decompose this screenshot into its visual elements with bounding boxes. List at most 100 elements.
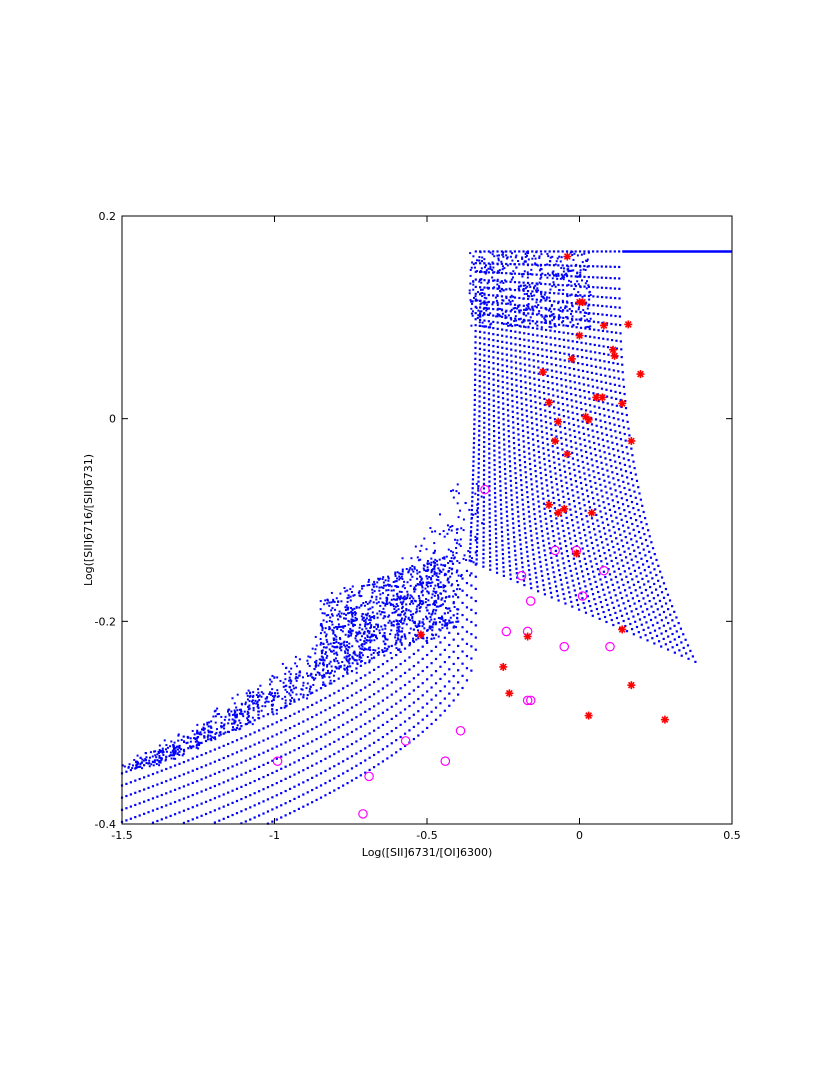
model-point [479, 299, 482, 302]
model-point [501, 380, 504, 384]
model-point [588, 474, 591, 477]
model-point [619, 609, 622, 612]
model-point [557, 407, 560, 410]
model-point [588, 555, 591, 558]
model-point [504, 250, 507, 253]
model-point [213, 797, 216, 800]
model-point [531, 319, 534, 323]
model-point [647, 529, 650, 532]
model-point [557, 457, 560, 461]
model-point [342, 687, 345, 690]
model-point [615, 436, 618, 439]
model-point [548, 291, 551, 294]
model-point [589, 325, 592, 328]
model-point [513, 272, 517, 275]
model-point [450, 560, 453, 563]
model-point [526, 425, 529, 429]
model-point [586, 307, 589, 310]
model-point [595, 424, 598, 427]
model-point [372, 648, 375, 651]
model-point [350, 767, 354, 770]
model-point [436, 594, 439, 597]
model-point [616, 362, 619, 365]
model-point [470, 526, 473, 529]
model-point [594, 603, 597, 606]
model-point [474, 599, 477, 603]
asterisk-marker [609, 345, 618, 354]
model-point [405, 623, 408, 626]
model-point [330, 682, 333, 685]
model-point [528, 520, 531, 523]
model-point [151, 797, 155, 800]
model-point [474, 612, 477, 615]
model-point [437, 579, 440, 582]
model-point [398, 572, 401, 575]
model-point [553, 324, 556, 327]
model-point [444, 618, 447, 621]
model-point [314, 673, 317, 676]
model-point [535, 263, 538, 266]
model-point [311, 788, 314, 792]
model-point [582, 575, 585, 578]
model-point [460, 573, 463, 576]
model-point [468, 555, 472, 558]
model-point [482, 544, 485, 547]
model-point [351, 611, 354, 614]
model-point [522, 311, 525, 315]
model-point [483, 455, 486, 458]
model-point [585, 356, 588, 360]
model-point [305, 687, 308, 690]
model-point [421, 694, 424, 697]
model-point [170, 757, 173, 760]
model-point [675, 616, 678, 619]
model-point [249, 745, 252, 748]
model-point [568, 537, 572, 540]
model-point [359, 676, 362, 680]
model-point [528, 568, 531, 572]
model-point [530, 405, 533, 408]
model-point [306, 766, 309, 770]
model-point [539, 282, 543, 285]
asterisk-marker [618, 625, 627, 634]
model-point [641, 527, 644, 530]
model-point [178, 746, 181, 749]
model-point [481, 321, 484, 324]
model-point [587, 294, 591, 298]
model-point [549, 591, 553, 594]
model-point [614, 594, 617, 597]
model-point [518, 344, 522, 347]
model-point [560, 377, 563, 381]
model-point [326, 669, 329, 672]
model-point [288, 670, 291, 673]
model-point [280, 816, 283, 819]
model-point [470, 324, 473, 327]
model-point [427, 592, 430, 595]
model-point [505, 295, 508, 298]
model-point [271, 735, 274, 738]
model-point [284, 685, 287, 688]
model-point [641, 577, 644, 581]
model-point [497, 271, 500, 274]
model-point [173, 750, 176, 753]
model-point [627, 482, 630, 485]
model-point [470, 307, 473, 310]
model-point [499, 489, 502, 492]
model-point [359, 623, 362, 626]
model-point [486, 307, 489, 310]
model-point [544, 420, 548, 424]
model-point [541, 272, 544, 275]
model-point [244, 759, 247, 762]
model-point [385, 589, 388, 592]
model-point [172, 749, 175, 752]
model-point [596, 519, 599, 522]
model-point [510, 388, 514, 392]
model-point [592, 312, 595, 315]
model-point [160, 781, 163, 784]
model-point [125, 794, 128, 798]
model-point [210, 720, 213, 723]
asterisk-marker [416, 630, 425, 639]
model-point [449, 609, 452, 612]
model-point [515, 486, 518, 489]
model-point [420, 577, 423, 580]
model-point [566, 317, 569, 320]
